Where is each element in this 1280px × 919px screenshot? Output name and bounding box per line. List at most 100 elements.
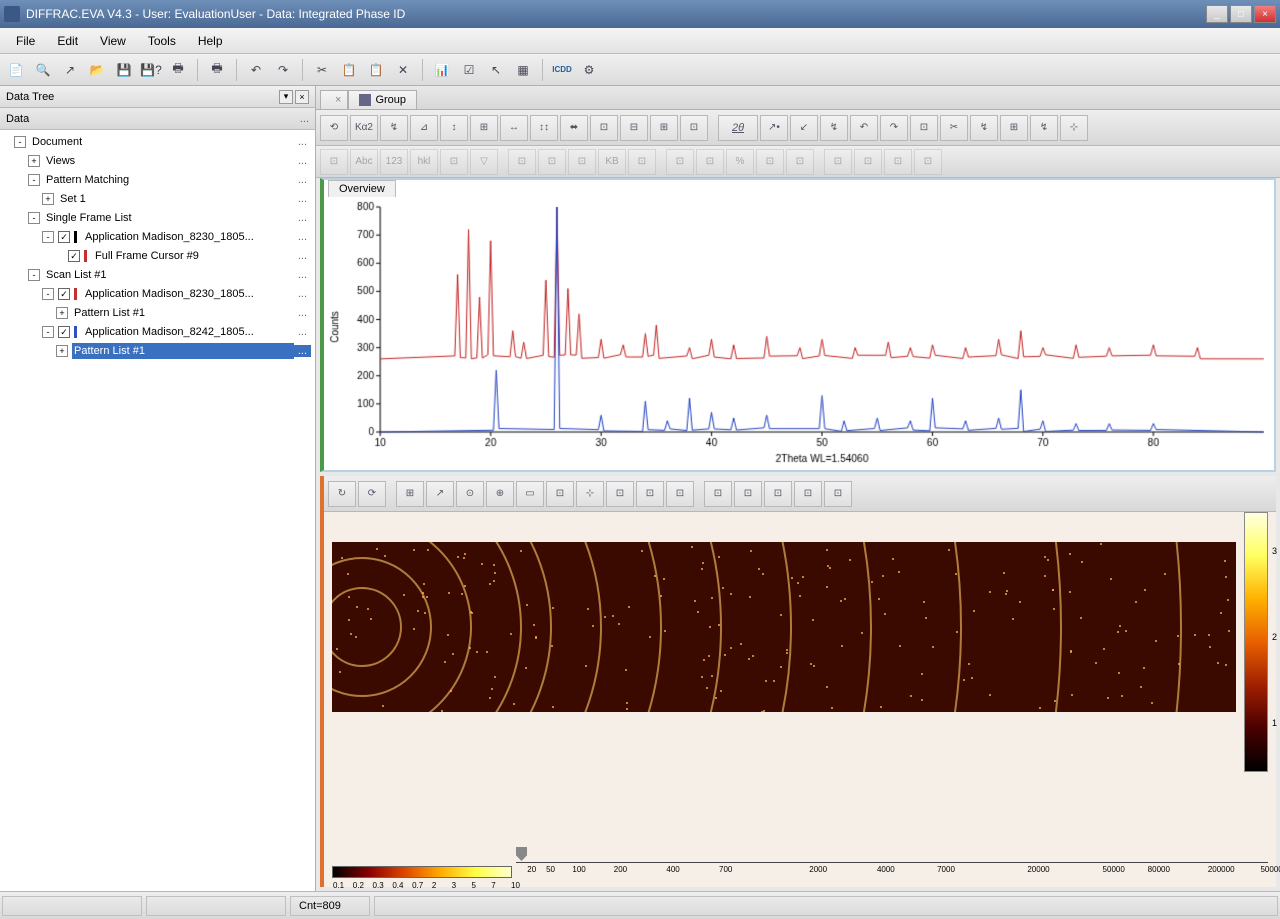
toolbar-button[interactable]: ▭ xyxy=(516,481,544,507)
toolbar-button[interactable]: 🔍 xyxy=(31,58,55,82)
tree-row[interactable]: ✓Full Frame Cursor #9... xyxy=(0,246,315,265)
toolbar-button[interactable]: ⊡ xyxy=(764,481,792,507)
tree-row[interactable]: -✓Application Madison_8242_1805...... xyxy=(0,322,315,341)
toolbar-button[interactable]: ⊙ xyxy=(456,481,484,507)
tree-row[interactable]: +Pattern List #1... xyxy=(0,303,315,322)
gradient-bar[interactable]: 0.10.20.30.40.7235710 xyxy=(332,866,512,878)
toolbar-button[interactable]: ICDD xyxy=(550,58,574,82)
expand-toggle[interactable]: + xyxy=(56,345,68,357)
toolbar-button[interactable]: ⊡ xyxy=(680,115,708,141)
toolbar-button[interactable]: 🖶 xyxy=(205,58,229,82)
toolbar-button[interactable]: % xyxy=(726,149,754,175)
tree-more[interactable]: ... xyxy=(294,326,311,338)
toolbar-button[interactable]: ⊡ xyxy=(734,481,762,507)
toolbar-button[interactable]: ⊡ xyxy=(910,115,938,141)
menu-edit[interactable]: Edit xyxy=(47,31,88,51)
toolbar-button[interactable]: 📄 xyxy=(4,58,28,82)
toolbar-button[interactable]: ⬌ xyxy=(560,115,588,141)
tree-row[interactable]: -Pattern Matching... xyxy=(0,170,315,189)
toolbar-button[interactable]: ↯ xyxy=(820,115,848,141)
tree-checkbox[interactable]: ✓ xyxy=(58,231,70,243)
toolbar-button[interactable]: 📋 xyxy=(337,58,361,82)
toolbar-button[interactable]: ⊡ xyxy=(786,149,814,175)
toolbar-button[interactable]: ✂ xyxy=(940,115,968,141)
toolbar-button[interactable]: ⊞ xyxy=(396,481,424,507)
toolbar-button[interactable]: ⊡ xyxy=(794,481,822,507)
toolbar-button[interactable]: ⊡ xyxy=(320,149,348,175)
toolbar-button[interactable]: ⊞ xyxy=(470,115,498,141)
diffraction-image[interactable] xyxy=(332,542,1236,712)
toolbar-button[interactable]: ☑ xyxy=(457,58,481,82)
toolbar-button[interactable]: ⊡ xyxy=(590,115,618,141)
tree-checkbox[interactable]: ✓ xyxy=(68,250,80,262)
toolbar-button[interactable]: ⊡ xyxy=(666,481,694,507)
tab-group[interactable]: Group xyxy=(348,90,417,109)
subheader-more[interactable]: ... xyxy=(300,113,309,125)
toolbar-button[interactable]: ⊡ xyxy=(704,481,732,507)
scale-marker[interactable] xyxy=(516,847,527,861)
toolbar-button[interactable]: ⊡ xyxy=(628,149,656,175)
toolbar-button[interactable]: ⊡ xyxy=(696,149,724,175)
menu-file[interactable]: File xyxy=(6,31,45,51)
expand-toggle[interactable]: - xyxy=(14,136,26,148)
toolbar-button[interactable]: ⊡ xyxy=(824,149,852,175)
toolbar-button[interactable]: ⊞ xyxy=(650,115,678,141)
toolbar-button[interactable]: ⊡ xyxy=(546,481,574,507)
tree-more[interactable]: ... xyxy=(294,193,311,205)
expand-toggle[interactable]: - xyxy=(42,288,54,300)
expand-toggle[interactable]: + xyxy=(28,155,40,167)
toolbar-button[interactable]: ↗ xyxy=(58,58,82,82)
menu-help[interactable]: Help xyxy=(188,31,233,51)
tree-more[interactable]: ... xyxy=(294,345,311,357)
tree-checkbox[interactable]: ✓ xyxy=(58,326,70,338)
tree-more[interactable]: ... xyxy=(294,288,311,300)
toolbar-button[interactable]: ⊞ xyxy=(1000,115,1028,141)
tree-more[interactable]: ... xyxy=(294,212,311,224)
tree-row[interactable]: -✓Application Madison_8230_1805...... xyxy=(0,284,315,303)
toolbar-button[interactable]: ⟲ xyxy=(320,115,348,141)
toolbar-button[interactable]: 💾? xyxy=(139,58,163,82)
toolbar-button[interactable]: 💾 xyxy=(112,58,136,82)
toolbar-button[interactable]: ⚙ xyxy=(577,58,601,82)
toolbar-button[interactable]: ⊡ xyxy=(508,149,536,175)
tree-more[interactable]: ... xyxy=(294,307,311,319)
toolbar-button[interactable]: hkl xyxy=(410,149,438,175)
toolbar-button[interactable]: ▽ xyxy=(470,149,498,175)
toolbar-button[interactable]: ↖ xyxy=(484,58,508,82)
toolbar-button[interactable]: ↕↕ xyxy=(530,115,558,141)
toolbar-button[interactable]: ⊡ xyxy=(756,149,784,175)
toolbar-button[interactable]: ⊡ xyxy=(538,149,566,175)
toolbar-button[interactable]: ▦ xyxy=(511,58,535,82)
data-tree[interactable]: -Document...+Views...-Pattern Matching..… xyxy=(0,130,315,891)
toolbar-button[interactable]: ↗ xyxy=(426,481,454,507)
panel-close-button[interactable]: × xyxy=(295,90,309,104)
tree-more[interactable]: ... xyxy=(294,155,311,167)
close-button[interactable]: × xyxy=(1254,5,1276,23)
chart-canvas[interactable] xyxy=(324,197,1274,467)
toolbar-button[interactable]: 📊 xyxy=(430,58,454,82)
maximize-button[interactable]: □ xyxy=(1230,5,1252,23)
toolbar-button[interactable]: KB xyxy=(598,149,626,175)
toolbar-button[interactable]: 🖶 xyxy=(166,58,190,82)
expand-toggle[interactable]: + xyxy=(42,193,54,205)
tree-row[interactable]: -Document... xyxy=(0,132,315,151)
toolbar-button[interactable]: ⊿ xyxy=(410,115,438,141)
tree-row[interactable]: +Pattern List #1... xyxy=(0,341,315,360)
toolbar-button[interactable]: ↙ xyxy=(790,115,818,141)
toolbar-button[interactable]: ⊹ xyxy=(576,481,604,507)
menu-view[interactable]: View xyxy=(90,31,136,51)
expand-toggle[interactable]: - xyxy=(28,212,40,224)
toolbar-button[interactable]: ⊡ xyxy=(884,149,912,175)
toolbar-button[interactable]: ↗• xyxy=(760,115,788,141)
toolbar-button[interactable]: Abc xyxy=(350,149,378,175)
toolbar-button[interactable]: ↕ xyxy=(440,115,468,141)
toolbar-button[interactable]: ↔ xyxy=(500,115,528,141)
menu-tools[interactable]: Tools xyxy=(138,31,186,51)
toolbar-button[interactable]: ⊡ xyxy=(854,149,882,175)
expand-toggle[interactable]: + xyxy=(56,307,68,319)
toolbar-button[interactable]: ↯ xyxy=(970,115,998,141)
toolbar-button[interactable]: 2θ xyxy=(718,115,758,141)
tree-row[interactable]: -Scan List #1... xyxy=(0,265,315,284)
toolbar-button[interactable]: ↶ xyxy=(244,58,268,82)
toolbar-button[interactable]: ⊡ xyxy=(440,149,468,175)
